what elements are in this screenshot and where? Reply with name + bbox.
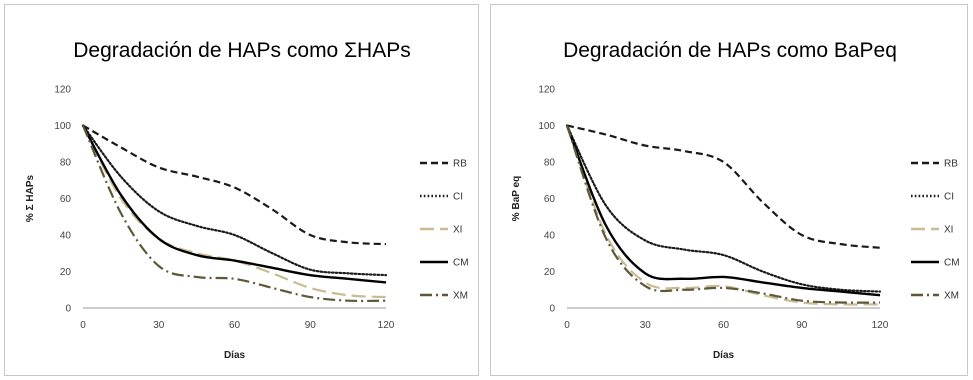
y-tick-label: 60 xyxy=(60,194,72,205)
legend-label-rb: RB xyxy=(944,159,958,170)
series-line-rb xyxy=(82,124,387,246)
x-tick-label: 60 xyxy=(718,320,730,331)
x-axis-label: Días xyxy=(713,350,735,361)
y-tick-label: 100 xyxy=(538,121,555,132)
y-tick-label: 0 xyxy=(549,304,555,315)
series-line-cm xyxy=(81,124,387,284)
x-tick-label: 90 xyxy=(305,320,317,331)
legend-label-xi: XI xyxy=(944,225,953,236)
chart-title: Degradación de HAPs como ΣHAPs xyxy=(73,39,410,62)
y-axis-label: % Σ HAPs xyxy=(25,175,36,223)
series-line-ci xyxy=(81,124,388,277)
legend-label-rb: RB xyxy=(453,159,467,170)
y-tick-label: 0 xyxy=(65,304,71,315)
chart-panel-left: Degradación de HAPs como ΣHAPs 0 20 40 60 80 1… xyxy=(4,4,479,376)
series-line-xm xyxy=(81,125,387,303)
x-tick-label: 0 xyxy=(80,320,86,331)
y-tick-label: 40 xyxy=(60,231,72,242)
x-tick-label: 30 xyxy=(153,320,165,331)
x-tick-label: 120 xyxy=(378,320,395,331)
chart-title: Degradación de HAPs como BaPeq xyxy=(563,39,897,62)
legend-label-xm: XM xyxy=(944,291,959,302)
y-tick-label: 120 xyxy=(54,85,71,96)
y-tick-label: 80 xyxy=(544,158,556,169)
x-tick-label: 60 xyxy=(229,320,241,331)
y-tick-label: 20 xyxy=(544,267,556,278)
x-tick-label: 30 xyxy=(640,320,652,331)
legend-label-ci: CI xyxy=(944,192,954,203)
y-tick-label: 60 xyxy=(544,194,556,205)
y-tick-label: 40 xyxy=(544,231,556,242)
y-tick-label: 100 xyxy=(54,121,71,132)
y-tick-label: 20 xyxy=(60,267,72,278)
series-line-rb xyxy=(566,124,881,249)
x-tick-label: 0 xyxy=(564,320,570,331)
chart-sum-haps: Degradación de HAPs como ΣHAPs 0 20 40 60 80 1… xyxy=(25,39,469,361)
legend-label-cm: CM xyxy=(944,258,960,269)
series-line-xm xyxy=(565,125,881,304)
series-line-ci xyxy=(565,124,882,293)
legend-label-cm: CM xyxy=(453,258,469,269)
legend-label-ci: CI xyxy=(453,192,463,203)
series-line-xi xyxy=(82,124,387,299)
y-tick-label: 80 xyxy=(60,158,72,169)
x-axis-label: Días xyxy=(224,350,246,361)
y-tick-label: 120 xyxy=(538,85,555,96)
y-axis-label: % BaP eq xyxy=(511,176,522,221)
chart-panel-right: Degradación de HAPs como BaPeq 0 20 40 60 80 1… xyxy=(490,4,968,376)
x-tick-label: 120 xyxy=(872,320,889,331)
series-line-xi xyxy=(565,125,881,306)
x-tick-label: 90 xyxy=(796,320,808,331)
series-line-cm xyxy=(565,125,881,297)
legend-label-xi: XI xyxy=(453,225,462,236)
chart-bapeq: Degradación de HAPs como BaPeq 0 20 40 60 80 1… xyxy=(511,39,960,361)
legend-label-xm: XM xyxy=(453,291,468,302)
